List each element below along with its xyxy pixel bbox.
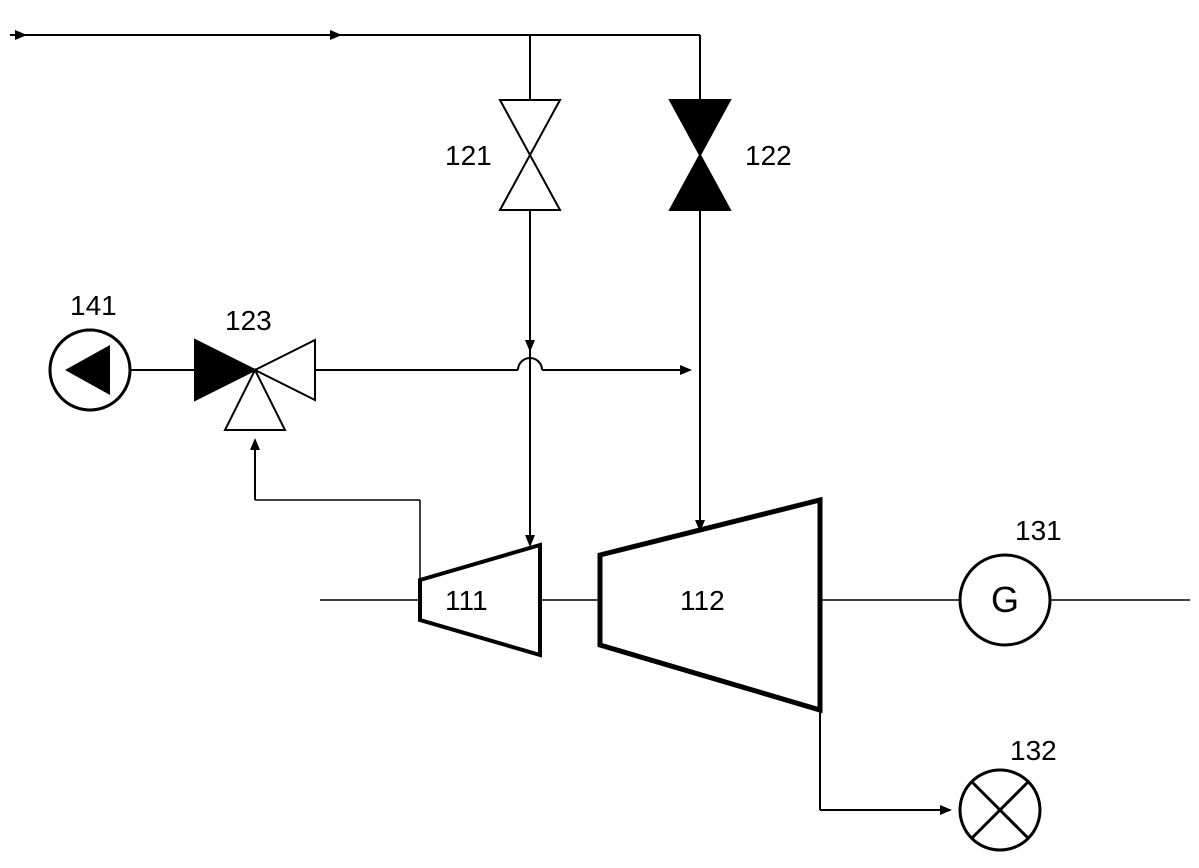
line-3way-bottom (255, 440, 420, 580)
label-141: 141 (70, 290, 117, 321)
valve-closed-122 (670, 100, 730, 210)
line-3way-right (315, 358, 690, 370)
valve-open-121 (500, 100, 560, 210)
piping-diagram: 121 122 141 123 11 (0, 0, 1199, 868)
heat-exchanger-132 (960, 770, 1040, 850)
label-121: 121 (445, 140, 492, 171)
label-123: 123 (225, 305, 272, 336)
label-112: 112 (680, 585, 725, 616)
generator-131: G (960, 555, 1050, 645)
label-132: 132 (1010, 735, 1057, 766)
line-to-hex (820, 710, 950, 810)
three-way-valve-123 (195, 340, 315, 430)
generator-letter: G (991, 579, 1019, 620)
label-111: 111 (445, 585, 488, 616)
label-122: 122 (745, 140, 792, 171)
pump-141 (50, 330, 130, 410)
label-131: 131 (1015, 515, 1062, 546)
